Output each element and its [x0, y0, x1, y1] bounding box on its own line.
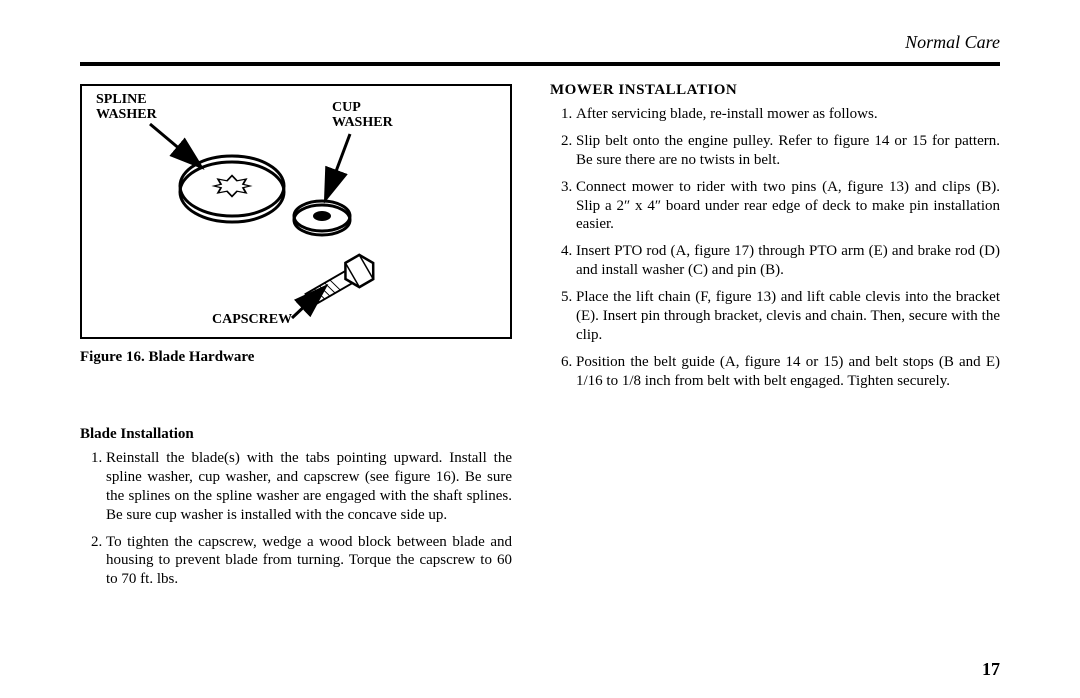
list-item: Slip belt onto the engine pulley. Refer … [576, 132, 1000, 170]
label-text: CUP [332, 100, 361, 115]
page-number: 17 [982, 659, 1000, 680]
label-capscrew: CAPSCREW [212, 312, 292, 327]
label-spline-washer: SPLINE WASHER [96, 92, 157, 123]
list-item: Position the belt guide (A, figure 14 or… [576, 353, 1000, 391]
list-item: To tighten the capscrew, wedge a wood bl… [106, 533, 512, 590]
horizontal-rule [80, 62, 1000, 66]
list-item: Connect mower to rider with two pins (A,… [576, 178, 1000, 235]
section-header: Normal Care [905, 32, 1000, 53]
label-text: SPLINE [96, 92, 147, 107]
label-cup-washer: CUP WASHER [332, 100, 393, 131]
blade-installation-title: Blade Installation [80, 426, 512, 443]
figure-caption: Figure 16. Blade Hardware [80, 349, 512, 366]
label-text: CAPSCREW [212, 312, 292, 327]
list-item: After servicing blade, re-install mower … [576, 105, 1000, 124]
blade-installation-list: Reinstall the blade(s) with the tabs poi… [80, 449, 512, 589]
left-column: SPLINE WASHER CUP WASHER CAPSCREW [80, 78, 512, 597]
list-item: Place the lift chain (F, figure 13) and … [576, 288, 1000, 345]
mower-installation-list: After servicing blade, re-install mower … [550, 105, 1000, 391]
mower-installation-title: MOWER INSTALLATION [550, 82, 1000, 99]
label-text: WASHER [96, 107, 157, 122]
page: Normal Care SPLINE WASHER CUP WASHER CAP… [80, 32, 1000, 672]
label-text: WASHER [332, 115, 393, 130]
blade-hardware-diagram [82, 86, 510, 337]
list-item: Reinstall the blade(s) with the tabs poi… [106, 449, 512, 525]
right-column: MOWER INSTALLATION After servicing blade… [550, 78, 1000, 399]
list-item: Insert PTO rod (A, figure 17) through PT… [576, 242, 1000, 280]
figure-box: SPLINE WASHER CUP WASHER CAPSCREW [80, 84, 512, 339]
